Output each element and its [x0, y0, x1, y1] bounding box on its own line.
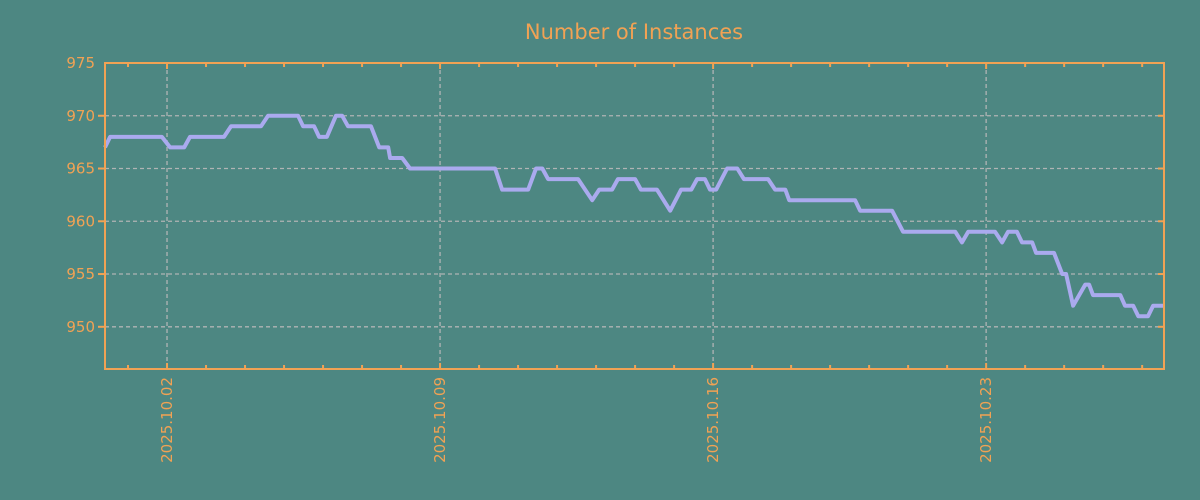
y-tick-label: 970 — [66, 107, 95, 125]
plot-border-rect — [104, 62, 1165, 370]
x-tick-label: 2025.10.02 — [158, 377, 176, 463]
y-tick-label: 965 — [66, 160, 95, 178]
y-tick-label: 950 — [66, 318, 95, 336]
axis-labels: 950 955 960 965 970 975 2025.10.02 2025.10.09 20… — [66, 54, 995, 463]
plot-border — [104, 62, 1165, 370]
gridlines — [105, 63, 1164, 369]
y-tick-label: 955 — [66, 265, 95, 283]
x-tick-label: 2025.10.09 — [431, 377, 449, 463]
x-tick-label: 2025.10.23 — [977, 377, 995, 463]
tick-marks — [98, 63, 1164, 369]
series-line-instances — [103, 113, 1164, 319]
chart-title: Number of Instances — [525, 20, 743, 44]
x-tick-label: 2025.10.16 — [704, 377, 722, 463]
y-tick-label: 975 — [66, 54, 95, 72]
y-tick-label: 960 — [66, 212, 95, 230]
data-series — [103, 113, 1164, 319]
